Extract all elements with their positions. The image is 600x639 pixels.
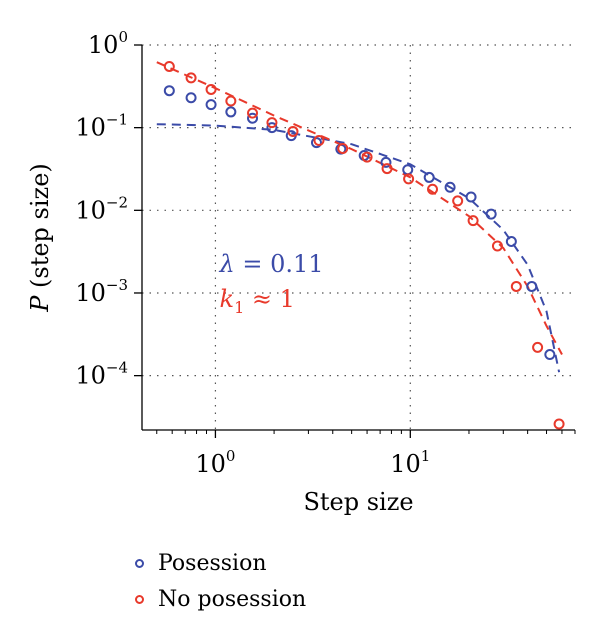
y-tick-label: 10−4 bbox=[75, 359, 128, 390]
fit-curve-posession bbox=[156, 123, 561, 373]
data-point-no-posession bbox=[491, 240, 503, 252]
data-point-no-posession bbox=[467, 215, 479, 227]
y-tick-label: 10−3 bbox=[75, 276, 128, 307]
data-point-no-posession bbox=[287, 125, 299, 137]
data-point-posession bbox=[225, 106, 237, 118]
grid-lines bbox=[142, 44, 575, 430]
annotation-k1: k1 ≈ 1 bbox=[220, 285, 295, 317]
data-point-no-posession bbox=[510, 280, 522, 292]
y-tick-label: 10−2 bbox=[75, 193, 128, 224]
legend-marker-posession bbox=[135, 558, 144, 568]
y-tick-label: 100 bbox=[88, 28, 128, 59]
data-point-no-posession bbox=[361, 151, 373, 163]
data-point-posession bbox=[485, 208, 497, 220]
data-point-posession bbox=[423, 171, 435, 183]
chart: 100 101 100 10−1 10−2 10−3 10−4 λ = 0.11 k1 ≈ 1… bbox=[26, 28, 576, 516]
data-point-posession bbox=[163, 85, 175, 97]
data-point-no-posession bbox=[225, 95, 237, 107]
data-point-no-posession bbox=[185, 72, 197, 84]
data-point-no-posession bbox=[381, 163, 393, 175]
legend: Posession No posession bbox=[135, 545, 306, 617]
fit-curve-no-posession bbox=[156, 61, 563, 355]
y-axis-title-rest: (step size) bbox=[26, 163, 54, 295]
data-point-posession bbox=[205, 99, 217, 111]
ticks: 100 101 100 10−1 10−2 10−3 10−4 bbox=[75, 28, 576, 478]
legend-marker-no-posession bbox=[135, 594, 144, 604]
legend-item-posession: Posession bbox=[135, 545, 306, 581]
data-point-posession bbox=[465, 191, 477, 203]
data-point-posession bbox=[444, 181, 456, 193]
data-point-posession bbox=[402, 164, 414, 176]
annotations: λ = 0.11 k1 ≈ 1 bbox=[219, 250, 324, 317]
data-point-posession bbox=[266, 122, 278, 134]
data-point-no-posession bbox=[452, 195, 464, 207]
data-point-posession bbox=[526, 280, 538, 292]
x-axis-title: Step size bbox=[303, 488, 413, 516]
y-tick-label: 10−1 bbox=[75, 111, 128, 142]
legend-label-no-posession: No posession bbox=[158, 586, 307, 612]
data-point-posession bbox=[544, 349, 556, 361]
legend-label-posession: Posession bbox=[158, 550, 267, 576]
data-point-no-posession bbox=[163, 60, 175, 72]
data-point-posession bbox=[380, 156, 392, 168]
data-points bbox=[163, 60, 565, 430]
data-point-posession bbox=[505, 235, 517, 247]
data-point-posession bbox=[247, 112, 259, 124]
fit-curves bbox=[156, 61, 563, 373]
data-point-no-posession bbox=[532, 341, 544, 353]
legend-item-no-posession: No posession bbox=[135, 581, 306, 617]
data-point-no-posession bbox=[553, 418, 565, 430]
data-point-no-posession bbox=[266, 117, 278, 129]
y-axis-title: P (step size) bbox=[26, 163, 54, 313]
annotation-lambda: λ = 0.11 bbox=[219, 250, 324, 278]
data-point-no-posession bbox=[427, 183, 439, 195]
data-point-no-posession bbox=[205, 83, 217, 95]
y-axis-title-symbol: P bbox=[26, 295, 54, 313]
data-point-no-posession bbox=[313, 134, 325, 146]
data-point-no-posession bbox=[403, 173, 415, 185]
data-point-posession bbox=[185, 92, 197, 104]
data-point-posession bbox=[310, 137, 322, 149]
data-point-no-posession bbox=[337, 142, 349, 154]
data-point-no-posession bbox=[247, 107, 259, 119]
x-tick-label: 101 bbox=[390, 447, 430, 478]
x-tick-label: 100 bbox=[195, 447, 235, 478]
